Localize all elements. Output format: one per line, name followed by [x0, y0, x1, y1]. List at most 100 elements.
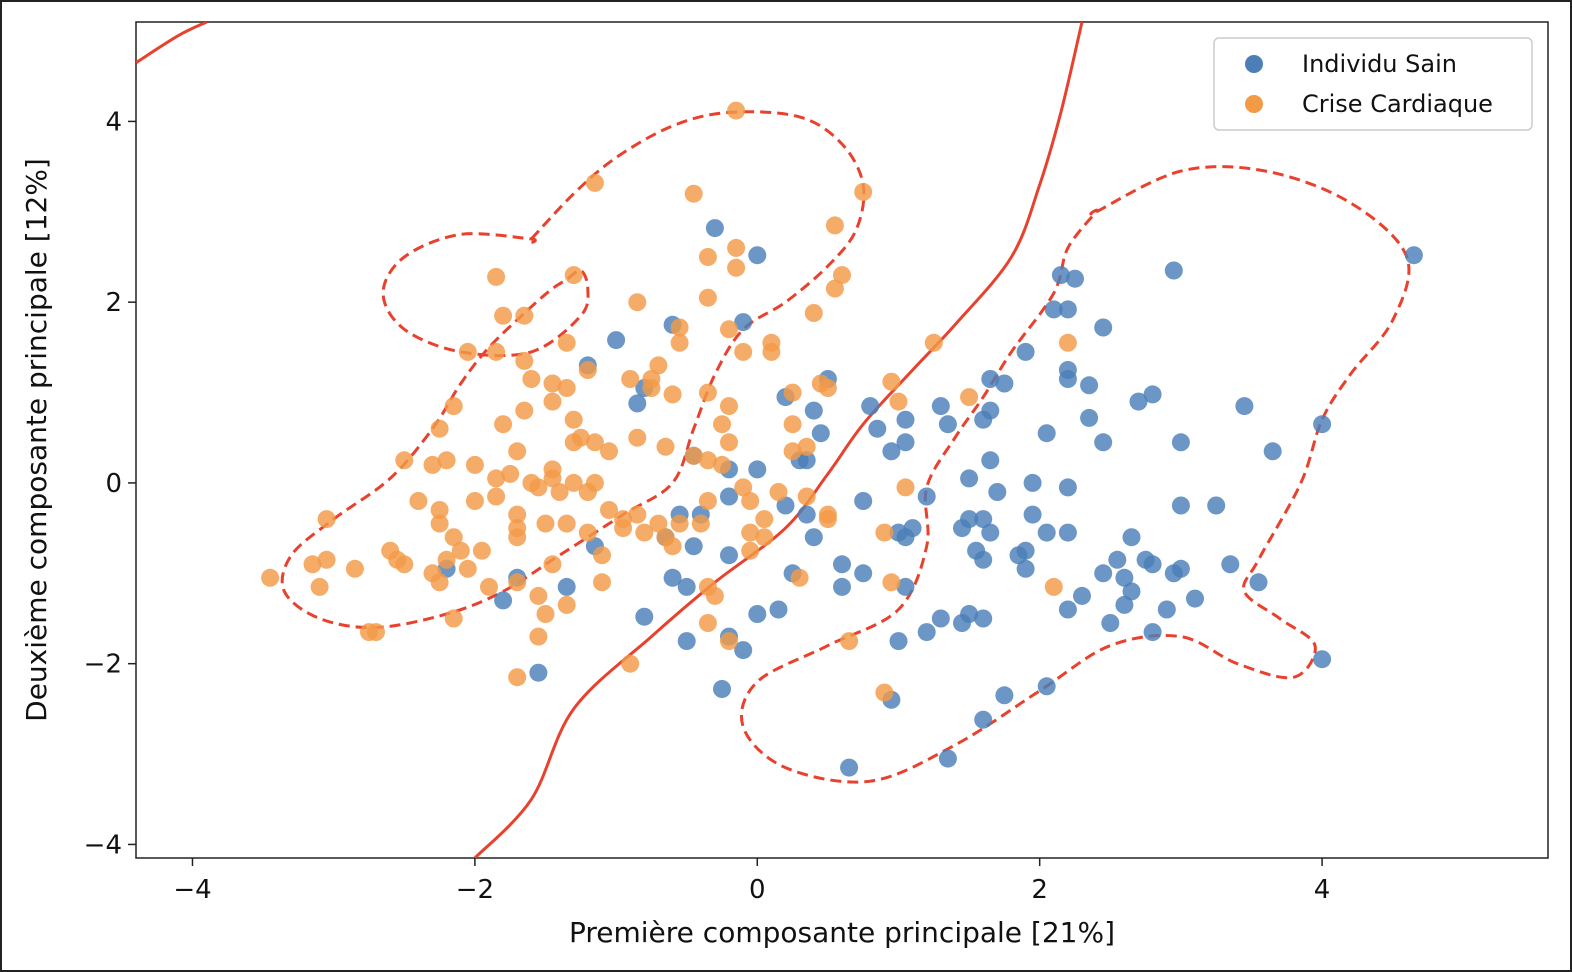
data-point	[522, 370, 541, 388]
x-axis-label: Première composante principale [21%]	[569, 916, 1115, 949]
data-point	[1080, 376, 1099, 395]
data-point	[543, 374, 562, 393]
data-point	[854, 564, 873, 583]
data-point	[762, 342, 781, 361]
data-point	[1143, 555, 1162, 574]
data-point	[515, 351, 534, 370]
data-point	[465, 455, 484, 474]
data-point	[677, 577, 696, 596]
data-point	[734, 342, 753, 361]
data-point	[960, 469, 979, 488]
y-tick-label: 0	[105, 469, 122, 499]
data-point	[734, 641, 753, 660]
data-point	[508, 442, 527, 461]
data-point	[635, 523, 654, 542]
data-point	[1094, 318, 1113, 337]
data-point	[529, 478, 548, 497]
series-sain	[437, 219, 1423, 777]
data-point	[1016, 559, 1035, 578]
data-point	[840, 758, 859, 777]
data-point	[720, 546, 738, 565]
data-point	[953, 519, 971, 538]
data-point	[748, 605, 767, 623]
data-point	[578, 523, 597, 542]
axes-layer: −4 −2 0 2 4 −4 −2 0 2 4	[84, 107, 1331, 905]
data-point	[458, 559, 477, 578]
data-point	[451, 541, 470, 560]
data-point	[345, 559, 364, 578]
data-point	[981, 451, 1000, 470]
data-point	[423, 455, 442, 474]
data-point	[896, 433, 915, 452]
data-point	[1171, 559, 1190, 578]
data-point	[797, 451, 816, 470]
density-contour-2	[739, 165, 1411, 784]
data-point	[430, 514, 449, 533]
data-point	[974, 609, 993, 628]
data-point	[804, 528, 823, 547]
data-point	[593, 546, 611, 565]
data-point	[409, 492, 428, 510]
data-point	[437, 451, 456, 470]
data-point	[508, 668, 527, 687]
points-layer	[261, 101, 1423, 777]
data-point	[677, 632, 696, 651]
data-point	[713, 455, 731, 474]
data-point	[861, 397, 880, 416]
data-point	[698, 492, 717, 510]
data-point	[571, 428, 590, 447]
data-point	[783, 415, 802, 434]
data-point	[960, 605, 979, 623]
data-point	[1115, 568, 1134, 587]
data-point	[543, 469, 562, 488]
data-point	[818, 379, 837, 397]
data-point	[734, 313, 753, 332]
data-point	[585, 433, 604, 452]
data-point	[430, 419, 449, 438]
data-point	[705, 219, 724, 238]
data-point	[261, 568, 280, 587]
data-point	[1171, 433, 1190, 452]
data-point	[748, 460, 767, 479]
data-point	[508, 505, 527, 524]
data-point	[600, 442, 618, 461]
data-point	[741, 523, 760, 542]
y-axis-label: Deuxième composante principale [12%]	[20, 158, 53, 722]
data-point	[981, 370, 1000, 388]
data-point	[974, 710, 993, 729]
series-crise	[261, 101, 1077, 702]
data-point	[543, 392, 562, 411]
data-point	[458, 342, 477, 361]
data-point	[1058, 370, 1077, 388]
data-point	[663, 568, 682, 587]
data-point	[1143, 385, 1162, 404]
x-tick-label: 0	[749, 875, 766, 905]
data-point	[868, 419, 887, 438]
data-point	[818, 505, 837, 524]
data-point	[811, 424, 830, 443]
data-point	[938, 749, 957, 768]
data-point	[1023, 505, 1042, 524]
data-point	[974, 550, 993, 569]
data-point	[698, 451, 717, 470]
data-point	[1073, 586, 1091, 605]
data-point	[472, 541, 491, 560]
data-point	[529, 663, 548, 682]
data-point	[769, 483, 788, 501]
data-point	[635, 607, 654, 626]
y-tick-label: 2	[105, 288, 122, 318]
data-point	[698, 248, 717, 266]
data-point	[621, 370, 640, 388]
data-point	[501, 464, 520, 483]
data-point	[875, 523, 894, 542]
legend-label-crise: Crise Cardiaque	[1302, 90, 1493, 118]
data-point	[317, 550, 336, 569]
data-point	[825, 279, 844, 298]
data-point	[889, 392, 908, 411]
data-point	[649, 356, 668, 375]
data-point	[720, 397, 738, 416]
y-tick-label: −2	[84, 650, 122, 680]
data-point	[543, 555, 562, 574]
